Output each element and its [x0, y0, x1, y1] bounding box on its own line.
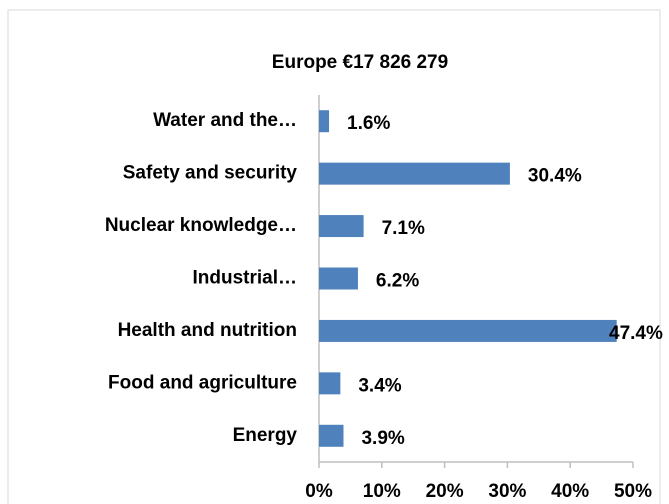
x-tick-label: 0%: [305, 481, 333, 502]
y-tick-label: Water and the…: [153, 110, 297, 131]
chart-border: [7, 9, 661, 504]
bar: [319, 110, 330, 133]
value-label: 7.1%: [382, 218, 425, 239]
bar: [319, 319, 617, 342]
bar: [319, 215, 364, 238]
bar: [319, 162, 510, 185]
value-label: 6.2%: [376, 271, 419, 292]
y-tick-label: Nuclear knowledge…: [105, 215, 297, 236]
y-tick-label: Industrial…: [192, 268, 297, 289]
chart-title: Europe €17 826 279: [272, 52, 448, 73]
x-tick-label: 50%: [614, 481, 652, 502]
bar: [319, 267, 358, 290]
value-label: 3.4%: [358, 375, 401, 396]
y-tick-label: Safety and security: [123, 163, 298, 184]
value-label: 1.6%: [347, 113, 390, 134]
x-tick-label: 10%: [363, 481, 401, 502]
y-tick-label: Energy: [233, 425, 298, 446]
x-tick-label: 20%: [426, 481, 464, 502]
y-tick-label: Food and agriculture: [108, 372, 297, 393]
bar: [319, 424, 344, 447]
bar: [319, 372, 341, 395]
value-label: 30.4%: [528, 166, 582, 187]
y-tick-label: Health and nutrition: [118, 320, 297, 341]
value-label: 47.4%: [609, 323, 663, 344]
x-tick-label: 30%: [488, 481, 526, 502]
x-tick-label: 40%: [551, 481, 589, 502]
value-label: 3.9%: [361, 428, 404, 449]
